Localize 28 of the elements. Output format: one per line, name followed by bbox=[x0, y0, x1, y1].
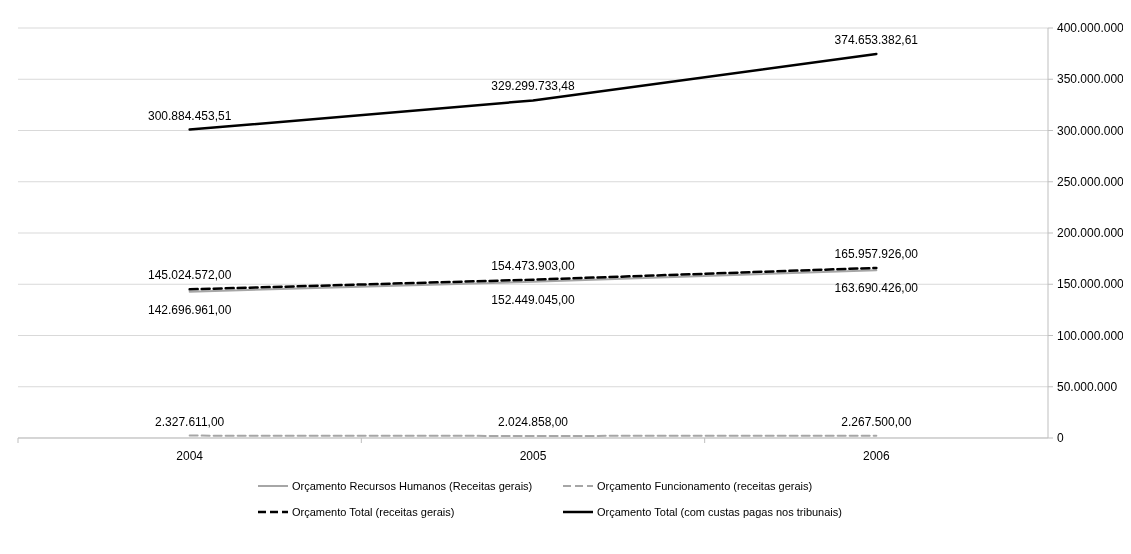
data-label: 300.884.453,51 bbox=[147, 108, 232, 123]
y-tick-label: 150.000.000 bbox=[1057, 277, 1125, 292]
y-tick-label: 0 bbox=[1057, 431, 1064, 445]
y-tick-label: 50.000.000 bbox=[1057, 379, 1118, 394]
y-tick-label: 350.000.000 bbox=[1057, 72, 1125, 87]
data-label: 154.473.903,00 bbox=[491, 258, 576, 273]
data-label: 145.024.572,00 bbox=[147, 268, 232, 283]
data-label: 374.653.382,61 bbox=[834, 32, 919, 47]
data-label: 2.267.500,00 bbox=[841, 414, 912, 429]
legend-label: Orçamento Total (receitas gerais) bbox=[292, 506, 455, 518]
data-label: 152.449.045,00 bbox=[491, 292, 576, 307]
y-tick-label: 200.000.000 bbox=[1057, 226, 1125, 240]
data-label: 142.696.961,00 bbox=[147, 302, 232, 317]
y-tick-label: 400.000.000 bbox=[1057, 21, 1125, 35]
legend-label: Orçamento Funcionamento (receitas gerais) bbox=[597, 480, 813, 492]
data-label: 2.327.611,00 bbox=[155, 414, 225, 429]
x-tick-label: 2005 bbox=[519, 449, 547, 463]
data-label: 329.299.733,48 bbox=[491, 79, 576, 94]
y-tick-label: 250.000.000 bbox=[1057, 174, 1125, 189]
y-tick-label: 100.000.000 bbox=[1057, 328, 1125, 343]
legend-label: Orçamento Recursos Humanos (Receitas gerais) bbox=[292, 480, 533, 492]
data-label: 165.957.926,00 bbox=[834, 246, 919, 261]
data-label: 2.024.858,00 bbox=[497, 414, 569, 429]
data-label: 163.690.426,00 bbox=[834, 281, 919, 296]
x-tick-label: 2004 bbox=[176, 449, 204, 463]
x-tick-label: 2006 bbox=[862, 449, 890, 463]
y-tick-label: 300.000.000 bbox=[1057, 123, 1125, 138]
legend-label: Orçamento Total (com custas pagas nos tribunais) bbox=[597, 506, 842, 518]
